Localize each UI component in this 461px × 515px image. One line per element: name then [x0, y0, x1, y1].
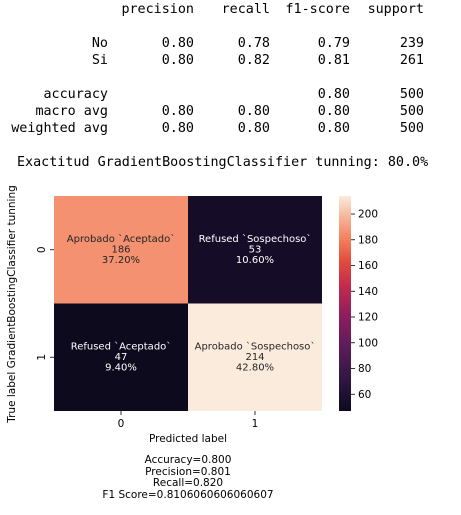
header-precision: precision	[121, 2, 194, 17]
row-label-macro-avg: macro avg	[35, 104, 108, 119]
heatmap-annotation-0-0-count: 186	[111, 244, 130, 255]
heatmap-annotation-0-0-name: Aprobado `Aceptado`	[67, 233, 176, 245]
header-recall: recall	[221, 2, 270, 17]
heatmap-annotation-1-0-pct: 9.40%	[105, 362, 137, 373]
no-support: 239	[399, 36, 424, 51]
si-support: 261	[399, 53, 424, 68]
metrics-summary: Accuracy=0.800 Precision=0.801 Recall=0.…	[60, 454, 316, 501]
no-precision: 0.80	[161, 36, 194, 51]
y-tick-label-0: 0	[36, 246, 48, 253]
colorbar-tick-label-80: 80	[358, 363, 371, 375]
y-axis-label: True label GradientBoostingClassifier tu…	[6, 185, 18, 424]
heatmap-annotation-1-1-name: Aprobado `Sospechoso`	[195, 340, 316, 352]
colorbar-tick-label-120: 120	[358, 312, 378, 324]
macro-recall: 0.80	[237, 104, 270, 119]
exactitud-line: Exactitud GradientBoostingClassifier tun…	[17, 155, 429, 170]
macro-precision: 0.80	[161, 104, 194, 119]
metrics-accuracy: Accuracy=0.800	[144, 454, 232, 466]
metrics-recall: Recall=0.820	[152, 477, 224, 489]
si-precision: 0.80	[161, 53, 194, 68]
heatmap-cell-0-0	[54, 196, 188, 304]
colorbar-tick-label-100: 100	[358, 337, 378, 349]
macro-support: 500	[399, 104, 424, 119]
weighted-f1-score: 0.80	[317, 121, 350, 136]
weighted-support: 500	[399, 121, 424, 136]
heatmap-annotation-1-0-name: Refused `Aceptado`	[71, 340, 172, 352]
heatmap-annotation-0-1-name: Refused `Sospechoso`	[199, 233, 312, 245]
si-recall: 0.82	[237, 53, 270, 68]
row-label-accuracy: accuracy	[43, 87, 109, 102]
macro-f1-score: 0.80	[317, 104, 350, 119]
accuracy-f1-score: 0.80	[317, 87, 350, 102]
no-recall: 0.78	[237, 36, 270, 51]
header-support: support	[367, 2, 424, 17]
metrics-f1-score: F1 Score=0.8106060606060607	[102, 488, 274, 501]
heatmap-annotation-1-0-count: 47	[115, 352, 128, 363]
heatmap-cell-1-1	[188, 303, 322, 411]
colorbar-tick-label-140: 140	[358, 286, 378, 298]
colorbar-tick-label-180: 180	[358, 234, 378, 246]
colorbar	[339, 196, 351, 411]
no-f1-score: 0.79	[317, 36, 350, 51]
y-tick-label-1: 1	[36, 354, 48, 361]
metrics-precision: Precision=0.801	[145, 465, 231, 478]
heatmap-annotation-0-1-count: 53	[249, 244, 262, 255]
weighted-precision: 0.80	[161, 121, 194, 136]
si-f1-score: 0.81	[317, 53, 350, 68]
heatmap-annotation-0-1-pct: 10.60%	[236, 255, 274, 266]
x-tick-label-0: 0	[118, 418, 125, 430]
accuracy-support: 500	[399, 87, 424, 102]
heatmap-cell-1-0	[54, 303, 188, 411]
row-label-no: No	[91, 36, 108, 51]
heatmap-annotation-1-1-pct: 42.80%	[236, 362, 274, 373]
weighted-recall: 0.80	[237, 121, 270, 136]
header-f1-score: f1-score	[285, 2, 351, 17]
x-tick-label-1: 1	[252, 418, 259, 430]
heatmap-annotation-0-0-pct: 37.20%	[102, 255, 140, 266]
heatmap-cell-0-1	[188, 196, 322, 304]
colorbar-tick-label-200: 200	[358, 209, 378, 221]
x-axis-label: Predicted label	[149, 433, 227, 445]
colorbar-tick-label-60: 60	[358, 389, 371, 401]
heatmap-annotation-1-1-count: 214	[245, 352, 264, 363]
row-label-si: Si	[91, 53, 108, 68]
colorbar-tick-label-160: 160	[358, 260, 378, 272]
row-label-weighted-avg: weighted avg	[11, 121, 108, 136]
